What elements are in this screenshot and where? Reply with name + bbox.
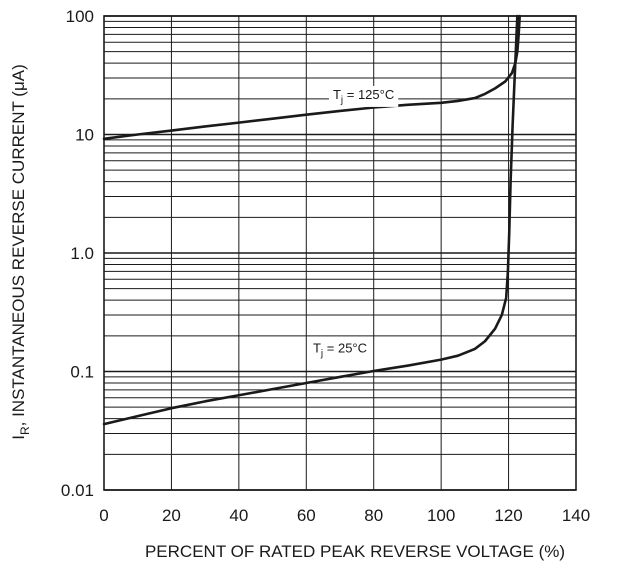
x-tick-label: 0 [99, 506, 108, 525]
x-tick-label: 140 [562, 506, 590, 525]
x-tick-label: 120 [494, 506, 522, 525]
x-tick-label: 20 [162, 506, 181, 525]
y-tick-label: 1.0 [70, 244, 94, 263]
x-axis-ticks: 0 20 40 60 80 100 120 140 [99, 506, 590, 525]
x-tick-label: 100 [427, 506, 455, 525]
series-line [102, 14, 519, 426]
y-tick-label: 0.1 [70, 363, 94, 382]
series-label-background [308, 339, 372, 361]
plot-frame [103, 15, 577, 491]
series-label: Tj = 25°C [313, 340, 367, 359]
series-label: Tj = 125°C [333, 87, 394, 106]
y-axis-label-rest: , INSTANTANEOUS REVERSE CURRENT (μA) [9, 64, 28, 426]
series-labels: Tj = 125°C Tj = 25°C [308, 85, 399, 361]
y-axis-label-sub: R [18, 426, 32, 435]
y-tick-label: 100 [66, 7, 94, 26]
x-tick-label: 40 [229, 506, 248, 525]
x-axis-label: PERCENT OF RATED PEAK REVERSE VOLTAGE (%… [145, 542, 565, 561]
series-group [102, 14, 521, 426]
y-tick-label: 10 [75, 126, 94, 145]
y-axis-label: IR, INSTANTANEOUS REVERSE CURRENT (μA) [9, 64, 32, 440]
x-tick-label: 80 [364, 506, 383, 525]
series-label-background [328, 85, 399, 107]
plot-border [103, 15, 577, 491]
x-tick-label: 60 [297, 506, 316, 525]
y-tick-label: 0.01 [61, 481, 94, 500]
y-axis-ticks: 0.01 0.1 1.0 10 100 [61, 7, 94, 500]
y-axis-label-main: I [9, 435, 28, 440]
